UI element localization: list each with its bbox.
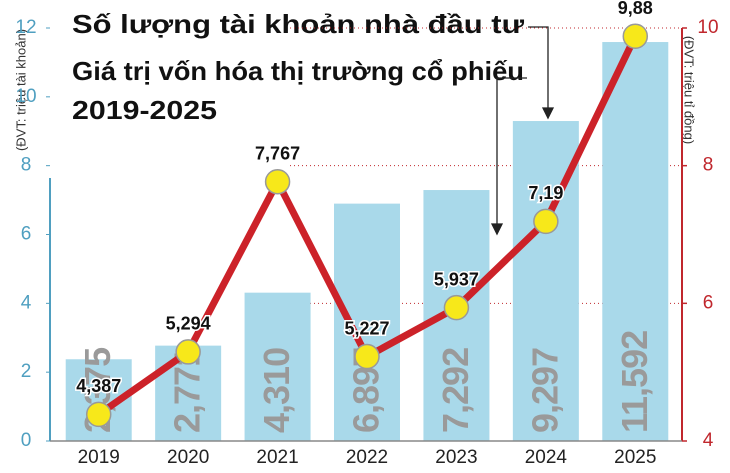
y2-axis-label: (ĐVT: triệu tỉ đồng) <box>682 36 697 144</box>
bar <box>602 42 669 442</box>
y-tick-label: 8 <box>21 155 32 176</box>
marker <box>443 294 470 321</box>
bar-value-label: 9,297 <box>524 348 565 433</box>
bar-value-label: 4,310 <box>256 348 297 433</box>
y-tick-label: 6 <box>21 224 32 245</box>
y-tick-label: 4 <box>21 292 32 313</box>
arrow-head <box>541 107 555 120</box>
bar <box>334 203 400 441</box>
y-tick-label: 10 <box>15 86 36 107</box>
line-value-label: 5,227 <box>344 318 389 338</box>
line-value-label: 5,294 <box>166 314 211 334</box>
bar-value-label: 11,592 <box>614 331 655 433</box>
line-value-label: 4,387 <box>76 376 121 396</box>
bar-value-label: 7,292 <box>435 348 476 433</box>
legend: Số lượng tài khoản nhà đầu tư Giá trị vố… <box>72 9 524 125</box>
marker <box>175 339 201 365</box>
x-tick-label: 2020 <box>167 447 209 468</box>
line-value-label: 7,767 <box>255 143 300 163</box>
x-tick-label: 2023 <box>435 447 477 468</box>
marker <box>264 168 291 195</box>
y-axis-label: (ĐVT: triệu tài khoản) <box>13 29 28 151</box>
arrow <box>528 26 549 112</box>
bar <box>244 292 311 441</box>
callout-arrows <box>490 26 555 236</box>
marker <box>622 23 649 50</box>
y2-tick-label: 4 <box>703 430 714 451</box>
marker <box>85 401 112 428</box>
line-value-label: 5,937 <box>434 269 479 289</box>
y2-tick-label: 6 <box>703 292 714 313</box>
marker <box>533 208 559 235</box>
y-tick-label: 12 <box>15 17 36 38</box>
legend-label: Số lượng tài khoản nhà đầu tư <box>72 9 524 39</box>
y2-tick-label: 8 <box>703 155 714 176</box>
y2-tick-label: 10 <box>697 17 718 38</box>
y-tick-label: 0 <box>21 430 32 451</box>
x-tick-label: 2022 <box>346 447 388 468</box>
arrow-head <box>490 223 504 236</box>
line-value-label: 9,88 <box>618 0 653 18</box>
legend-label: Giá trị vốn hóa thị trường cổ phiếu <box>72 56 524 86</box>
x-tick-label: 2019 <box>78 447 120 468</box>
chart-title: 2019-2025 <box>72 95 217 125</box>
arrow <box>496 77 527 228</box>
x-tick-label: 2024 <box>525 447 568 468</box>
line-value-label: 7,19 <box>528 183 563 203</box>
marker <box>354 343 380 370</box>
x-tick-label: 2025 <box>614 447 656 468</box>
y-tick-label: 2 <box>21 361 32 382</box>
x-tick-label: 2021 <box>256 447 298 468</box>
